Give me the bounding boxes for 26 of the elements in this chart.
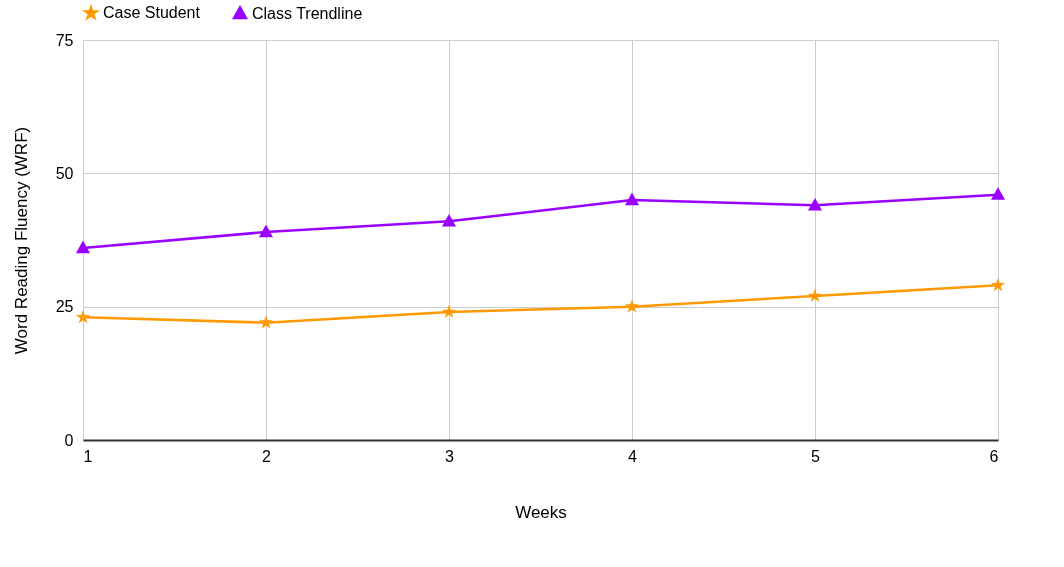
y-tick-label: 0 (64, 431, 74, 449)
legend-label: Case Student (103, 4, 201, 22)
x-tick-label: 1 (83, 447, 93, 465)
y-tick-label: 50 (55, 164, 74, 182)
x-tick-label: 4 (628, 447, 638, 465)
point (258, 315, 274, 329)
point (75, 309, 91, 324)
legend-label: Class Trendline (252, 4, 363, 22)
x-tick-label: 6 (989, 447, 999, 465)
y-tick-label: 25 (55, 298, 74, 316)
point (807, 197, 823, 211)
x-tick-label: 5 (811, 447, 821, 465)
y-tick-label: 75 (55, 31, 74, 49)
x-tick-label: 2 (262, 447, 272, 465)
point (624, 192, 640, 206)
x-tick-label: 3 (445, 447, 455, 465)
point (990, 277, 1006, 292)
point (624, 299, 640, 313)
point (807, 288, 823, 302)
point (441, 213, 457, 227)
y-axis-title: Word Reading Fluency (WRF) (11, 126, 31, 355)
x-axis-title: Weeks (515, 502, 567, 522)
point (75, 240, 91, 254)
point (258, 224, 274, 238)
point (441, 304, 457, 318)
point (990, 187, 1006, 200)
